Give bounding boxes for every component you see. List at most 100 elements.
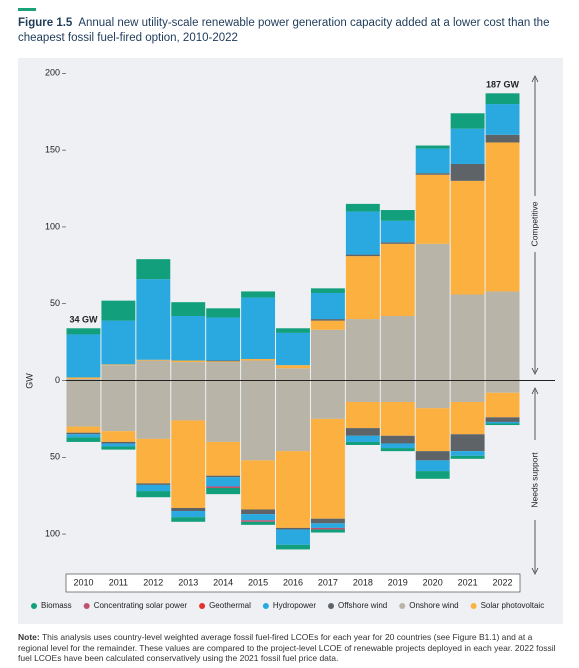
bar-segment [345,402,380,429]
bar-segment [310,527,345,530]
bar-segment [101,364,136,366]
bar-segment [380,316,415,381]
bar-segment [136,380,171,439]
bar-segment [485,417,520,422]
bar-segment [310,418,345,519]
bar-segment [206,441,241,476]
bar-segment [485,380,520,393]
bar-segment [136,491,171,498]
bar-segment [206,362,241,381]
bar-segment [171,362,206,381]
bar-segment [380,402,415,436]
bar-segment [310,380,345,419]
title: Figure 1.5 Annual new utility-scale renew… [18,16,563,46]
legend-label: Hydropower [273,601,316,610]
bar-segment [206,317,241,361]
legend-marker [470,603,477,609]
bar-segment [171,316,206,361]
bar-segment [380,242,415,244]
bar-segment [485,291,520,381]
x-tick-label: 2014 [213,577,233,587]
bar-segment [450,163,485,181]
bar-segment [310,523,345,528]
x-tick-label: 2020 [423,577,443,587]
figure-label: Figure 1.5 [18,17,73,29]
chart: Competitive Needs support GW 100 50 0 50 100… [18,58,563,624]
bar-segment [241,359,276,361]
annotation: 34 GW [69,315,98,325]
bar-segment [66,328,101,335]
bar-segment [345,435,380,442]
bar-segment [171,420,206,508]
bar-segment [206,361,241,363]
bar-segment [276,328,310,333]
bar-segment [450,113,485,129]
bar-segment [136,483,171,485]
bar-segment [415,460,450,472]
legend-marker [31,603,37,609]
bar-segment [101,431,136,442]
bar-segment [206,477,241,487]
x-tick-label: 2013 [178,577,198,587]
bar-segment [136,484,171,492]
bar-segment [206,488,241,495]
bar-segment [171,360,206,363]
note: Note: This analysis uses country-level w… [18,632,563,664]
bar-segment [415,451,450,461]
bar-segment [310,319,345,321]
title-text: Annual new utility-scale renewable power… [18,17,550,44]
bar-segment [345,428,380,436]
legend-label: Offshore wind [338,601,387,610]
legend-label: Geothermal [209,601,251,610]
bar-segment [241,380,276,461]
bar-segment [136,359,171,361]
y-tick-label: 100 [45,221,60,231]
region-label: Needs support [529,452,539,508]
x-axis-box [65,573,521,593]
bar-segment [101,300,136,321]
bar-segment [380,443,415,449]
bar-segment [450,451,485,456]
x-tick-label: 2021 [458,577,478,587]
bar-segment [101,380,136,432]
bar-segment [136,279,171,360]
legend-marker [262,603,269,609]
bar-segment [380,243,415,316]
bar-segment [66,334,101,378]
bar-segment [310,529,345,533]
note-label: Note: [18,632,40,642]
bar-segment [345,380,380,402]
bar-segment [206,308,241,318]
bar-segment [241,360,276,381]
bar-segment [241,460,276,510]
y-tick-label: 150 [45,145,60,155]
bar-segment [66,378,101,381]
bar-segment [450,294,485,381]
y-tick-label: 50 [50,298,60,308]
bar-segment [415,148,450,174]
bar-segment [415,145,450,149]
bar-segment [276,527,310,530]
legend-marker [399,603,406,609]
bar-segment [241,297,276,359]
bar-segment [206,360,241,362]
bar-segment [485,421,520,424]
bar-segment [101,320,136,365]
legend-marker [83,603,90,609]
bar-segment [345,256,380,320]
bar-segment [380,448,415,452]
bar-segment [485,104,520,135]
x-tick-label: 2017 [318,577,338,587]
bar-segment [101,446,136,450]
y-tick-label: 100 [45,528,60,538]
bar-segment [310,288,345,293]
bar-segment [485,423,520,426]
bar-segment [136,360,171,381]
bar-segment [415,173,450,175]
accent-bar [18,8,36,11]
bar-segment [415,243,450,381]
bar-segment [485,392,520,418]
x-tick-label: 2018 [353,577,373,587]
bar-segment [66,377,101,379]
